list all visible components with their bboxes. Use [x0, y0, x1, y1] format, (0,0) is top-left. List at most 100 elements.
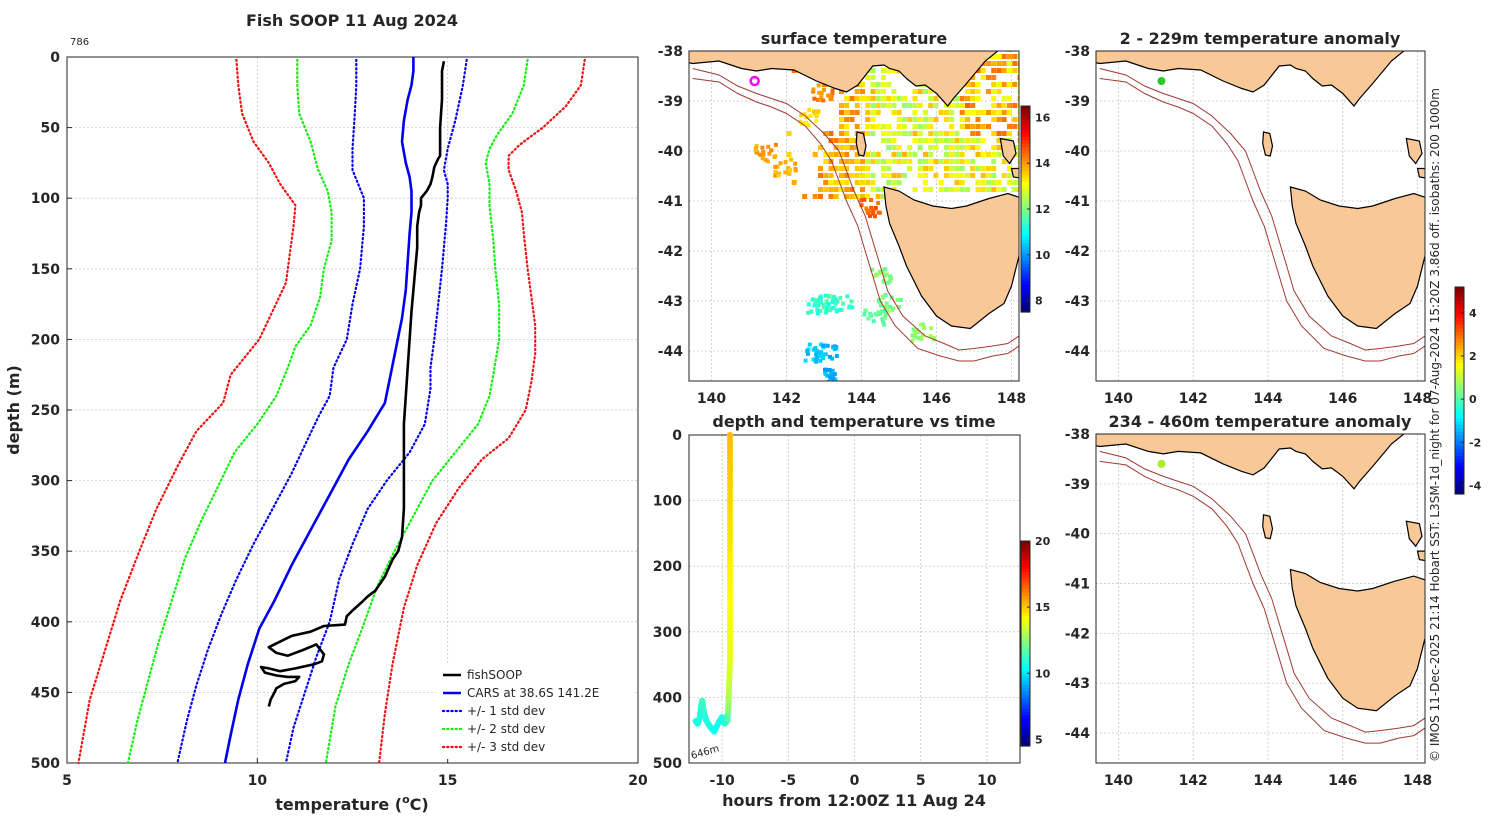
sst-x-tick-label-4: 148: [997, 391, 1026, 407]
timeseries-point-13: [719, 714, 726, 721]
anom1-y-tick-label-3: -41: [1065, 194, 1090, 210]
profile-y-tick-label-5: 250: [31, 403, 60, 419]
timeseries-point-10: [725, 707, 732, 714]
profile-series-3: [324, 58, 529, 765]
anom1-y-tick-label-0: -38: [1065, 44, 1090, 60]
sst-colorbar-tick-label-4: 16: [1035, 111, 1051, 124]
sst-axes-frame: [688, 50, 1020, 382]
timeseries-y-tick-label-5: 500: [653, 756, 682, 772]
anom1-y-tick-label-1: -39: [1065, 94, 1090, 110]
timeseries-point-0: [727, 432, 733, 438]
sst-y-tick-label-5: -43: [658, 294, 683, 310]
profile-title: Fish SOOP 11 Aug 2024: [246, 11, 458, 30]
timeseries-point-6: [727, 628, 733, 635]
sst-isobath-200m: [692, 68, 1019, 351]
timeseries-x-tick-label-4: 10: [977, 773, 997, 789]
profile-y-tick-label-1: 50: [41, 121, 61, 137]
timeseries-x-tick-label-3: 5: [916, 773, 926, 789]
anom1-land-tasmania: [1289, 186, 1425, 330]
timeseries-colorbar-tick-label-0: 5: [1035, 733, 1043, 746]
anom1-x-tick-label-4: 148: [1403, 391, 1432, 407]
sst-y-tick-label-0: -38: [658, 44, 683, 60]
anom2-x-tick-label-2: 144: [1253, 773, 1282, 789]
timeseries-point-17: [703, 717, 710, 724]
sst-colorbar-tick-label-2: 12: [1035, 203, 1050, 216]
profile-y-tick-label-8: 400: [31, 615, 60, 631]
timeseries-point-12: [721, 720, 728, 727]
profile-series-2-lower: [176, 58, 365, 765]
anomaly-colorbar-tick-label-4: 4: [1469, 307, 1477, 320]
anom1-land-king-island: [1262, 131, 1274, 157]
timeseries-point-16: [707, 723, 714, 730]
timeseries-point-2: [727, 497, 733, 504]
anom1-land-flinders-island: [1405, 137, 1423, 165]
legend-entry-1: CARS at 38.6S 141.2E: [467, 686, 599, 700]
anom1-y-tick-label-2: -40: [1065, 144, 1091, 160]
anom1-y-tick-label-6: -44: [1065, 344, 1091, 360]
profile-y-label: depth (m): [4, 365, 23, 455]
anom2-station-marker: [1157, 459, 1166, 468]
timeseries-point-3: [727, 530, 733, 537]
timeseries-y-tick-label-1: 100: [653, 494, 682, 510]
anom1-y-tick-label-5: -43: [1065, 294, 1090, 310]
sst-map-panel: 140 142 144 146 148-38-39-40-41-42-43-44 sur…: [658, 29, 1051, 407]
profile-x-tick-label-3: 20: [628, 773, 648, 789]
profile-x-label: temperature (oC): [275, 793, 428, 814]
timeseries-axes-frame: [688, 434, 1021, 764]
sst-colorbar: 8 10 12 14 16: [1020, 105, 1051, 313]
timeseries-y-tick-label-2: 200: [653, 559, 682, 575]
profile-y-tick-label-6: 300: [31, 474, 60, 490]
anomaly-deep-title: 234 - 460m temperature anomaly: [1109, 412, 1412, 431]
anomaly-shallow-panel: 140 142 144 146 148 -38 -39 -40 -41 -42 -43 -44 2 -…: [1065, 29, 1432, 407]
sst-y-tick-label-1: -39: [658, 94, 683, 110]
anom2-y-tick-label-0: -38: [1065, 427, 1090, 443]
timeseries-x-label: hours from 12:00Z 11 Aug 24: [722, 791, 986, 810]
sst-land-king-island: [855, 131, 867, 157]
profile-legend: fishSOOP CARS at 38.6S 141.2E +/- 1 std de…: [436, 663, 634, 759]
timeseries-point-19: [699, 697, 706, 704]
anom2-x-tick-label-0: 140: [1104, 773, 1133, 789]
anomaly-deep-axes-frame: [1095, 433, 1426, 764]
profile-y-tick-label-9: 450: [31, 685, 60, 701]
anom2-land-flinders-island: [1405, 520, 1423, 548]
anomaly-colorbar-tick-label-0: -4: [1469, 479, 1482, 492]
sst-title: surface temperature: [761, 29, 948, 48]
timeseries-colorbar-tick-label-1: 10: [1035, 667, 1051, 680]
timeseries-point-8: [726, 674, 733, 681]
timeseries-colorbar-frame: [1020, 540, 1031, 747]
sst-land-cape-barren: [1010, 167, 1019, 179]
profile-series-4: [378, 58, 586, 765]
anom2-isobath-200m: [1099, 450, 1425, 733]
profile-series-2: [284, 58, 468, 765]
anom1-isobath-1000m: [1099, 78, 1425, 362]
anom2-y-tick-label-1: -39: [1065, 477, 1090, 493]
timeseries-depth-annotation: 646m: [690, 743, 721, 762]
timeseries-x-tick-label-1: -5: [781, 773, 797, 789]
sst-land-mainland: [689, 51, 999, 107]
sst-colorbar-tick-label-1: 10: [1035, 249, 1051, 262]
anom2-x-tick-label-4: 148: [1403, 773, 1432, 789]
timeseries-colorbar-tick-label-3: 20: [1035, 535, 1051, 548]
timeseries-point-4: [727, 563, 733, 570]
sst-station-marker: [749, 75, 760, 87]
timeseries-point-1: [727, 464, 733, 471]
sst-x-tick-label-1: 142: [772, 391, 801, 407]
timeseries-point-7: [727, 655, 733, 661]
sst-y-tick-label-4: -42: [658, 244, 683, 260]
anom2-land-king-island: [1262, 514, 1274, 540]
timeseries-x-tick-label-0: -10: [709, 773, 735, 789]
profile-y-tick-label-0: 0: [50, 50, 60, 66]
profile-series-1: [223, 57, 415, 764]
anom2-y-tick-label-4: -42: [1065, 626, 1090, 642]
profile-corner-label: 786: [70, 37, 89, 48]
sst-y-tick-label-6: -44: [658, 344, 684, 360]
legend-entry-2: +/- 1 std dev: [467, 704, 545, 718]
anomaly-colorbar-tick-label-3: 2: [1469, 350, 1477, 363]
profile-y-tick-label-10: 500: [31, 756, 60, 772]
timeseries-y-tick-label-4: 400: [653, 690, 682, 706]
anom2-y-tick-label-6: -44: [1065, 726, 1091, 742]
sst-isobath-1000m: [692, 78, 1019, 362]
profile-series-3-lower: [126, 58, 333, 765]
